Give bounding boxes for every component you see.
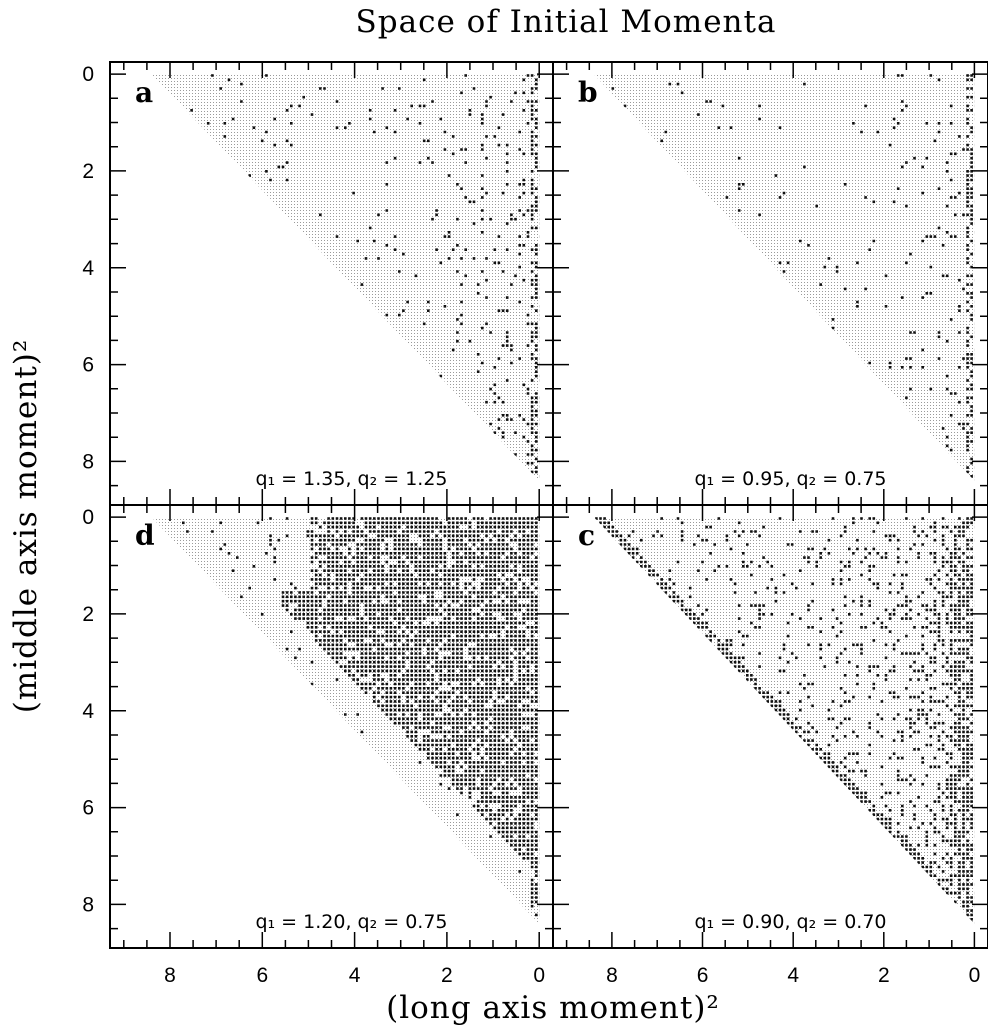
y-tick-label: 8: [82, 450, 94, 473]
figure-title: Space of Initial Momenta: [356, 4, 777, 40]
y-axis-title: (middle axis moment)²: [8, 339, 44, 714]
axis-ticks: [553, 62, 988, 505]
panel-parameters: q₁ = 1.20, q₂ = 0.75: [255, 911, 447, 933]
panel-b: b q₁ = 0.95, q₂ = 0.75: [552, 61, 988, 506]
y-tick-label: 2: [82, 603, 94, 626]
y-tick-label: 8: [82, 893, 94, 916]
x-tick-label: 8: [164, 964, 176, 987]
y-tick-label: 0: [82, 63, 94, 86]
orbit-region: [151, 74, 540, 481]
panel-parameters: q₁ = 0.95, q₂ = 0.75: [694, 468, 886, 490]
panels: 0 2 4 6 8 a q₁ = 1.35, q₂ = 1.25 b q₁ = 0.95, q₂…: [82, 61, 988, 987]
panel-letter: c: [578, 519, 595, 552]
x-tick-label: 2: [441, 964, 453, 987]
panel-a: 0 2 4 6 8 a q₁ = 1.35, q₂ = 1.25: [82, 61, 554, 506]
y-tick-label: 4: [82, 257, 94, 280]
y-tick-label: 6: [82, 797, 94, 820]
x-tick-label: 4: [787, 964, 799, 987]
panel-parameters: q₁ = 1.35, q₂ = 1.25: [255, 468, 447, 490]
x-tick-label: 0: [969, 964, 981, 987]
x-tick-label: 6: [256, 964, 268, 987]
panel-letter: a: [135, 76, 153, 109]
chaotic-orbit-points: [182, 517, 540, 917]
x-tick-label: 8: [606, 964, 618, 987]
orbit-region: [593, 517, 975, 924]
y-tick-label: 6: [82, 354, 94, 377]
y-tick-label: 0: [82, 506, 94, 529]
x-tick-label: 6: [697, 964, 709, 987]
x-tick-label: 2: [878, 964, 890, 987]
axis-ticks: [553, 505, 988, 948]
dark-points: [182, 517, 540, 917]
y-tick-label: 2: [82, 160, 94, 183]
dark-points: [595, 517, 975, 924]
panel-c: 8 6 4 2 0 c q₁ = 0.90, q₂ = 0.70: [552, 504, 988, 987]
x-tick-label: 0: [533, 964, 545, 987]
panel-parameters: q₁ = 0.90, q₂ = 0.70: [694, 911, 886, 933]
axis-ticks: [110, 505, 553, 948]
y-tick-label: 4: [82, 700, 94, 723]
panel-letter: b: [578, 76, 598, 109]
x-axis-title: (long axis moment)²: [386, 990, 720, 1026]
panel-d: 0 2 4 6 8 8 6 4 2 0 d q₁ = 1.20, q₂ = 0.75: [82, 504, 554, 987]
x-tick-label: 4: [349, 964, 361, 987]
orbit-region: [151, 517, 540, 924]
chaotic-orbit-points: [595, 517, 975, 924]
axis-ticks: [110, 62, 553, 505]
orbit-region: [593, 74, 975, 481]
panel-letter: d: [135, 519, 155, 552]
